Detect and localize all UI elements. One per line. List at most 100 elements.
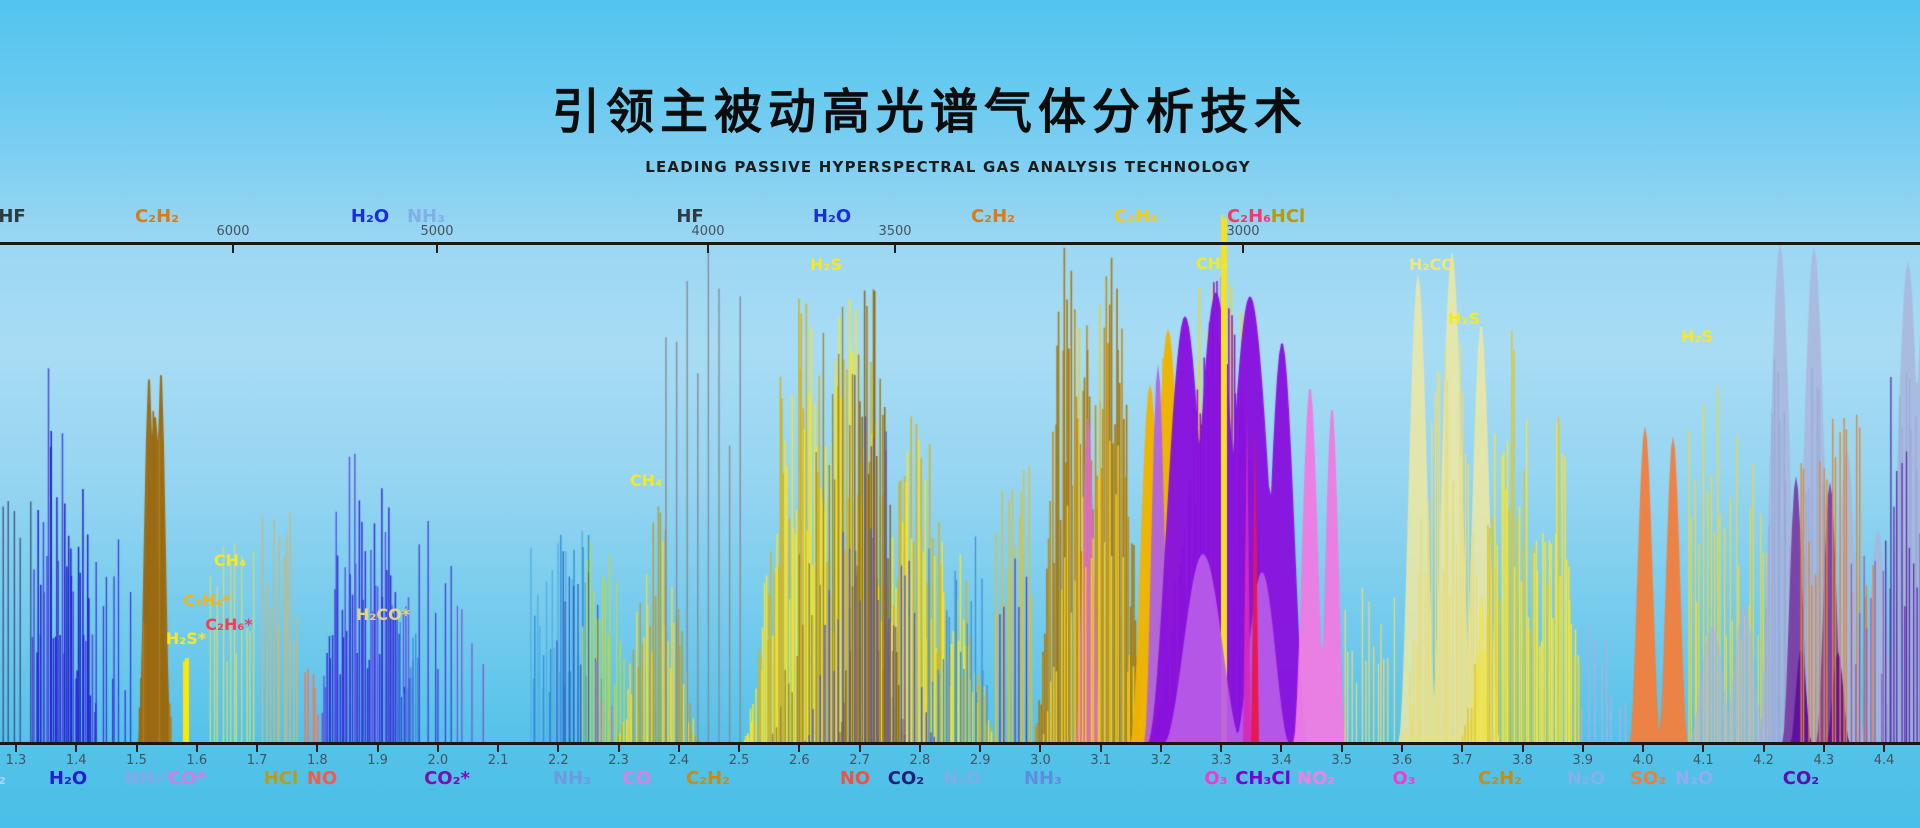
wavelength-tick xyxy=(557,745,560,752)
gas-label-bottom: CO xyxy=(622,768,652,789)
gas-label-bottom: NH₃* xyxy=(124,768,172,789)
gas-label-plot: H₂CO* xyxy=(355,605,411,624)
wavelength-tick-label: 2.6 xyxy=(789,753,810,768)
gas-label-top: C₂H₂ xyxy=(970,206,1016,227)
wavelength-tick-label: 4.3 xyxy=(1813,753,1835,768)
gas-label-bottom: O₃ xyxy=(1204,768,1228,789)
wavelength-tick xyxy=(1762,745,1765,752)
wavenumber-tick-label: 3500 xyxy=(878,224,912,239)
top-axis-line xyxy=(0,242,1920,245)
wavelength-tick xyxy=(1400,745,1403,752)
wavelength-tick-label: 1.9 xyxy=(367,753,388,768)
wavelength-tick xyxy=(1581,745,1584,752)
wavelength-tick-label: 3.2 xyxy=(1150,753,1172,768)
wavelength-tick-label: 2.7 xyxy=(849,753,870,768)
wavelength-tick-label: 1.6 xyxy=(186,753,208,768)
bottom-axis-line xyxy=(0,742,1920,745)
wavelength-tick-label: 3.7 xyxy=(1451,753,1473,768)
gas-label-bottom: NH₃ xyxy=(1023,768,1063,789)
wavenumber-tick xyxy=(436,245,438,253)
wavelength-tick xyxy=(1099,745,1102,752)
wavelength-tick xyxy=(1340,745,1343,752)
gas-label-top: HF xyxy=(676,206,704,227)
gas-label-plot: C₂H₄* xyxy=(183,591,231,610)
wavelength-tick xyxy=(918,745,921,752)
wavenumber-tick-label: 6000 xyxy=(216,224,250,239)
gas-label-bottom: NO xyxy=(839,768,871,789)
wavelength-tick-label: 3.3 xyxy=(1210,753,1232,768)
gas-label-top: C₂H₄ xyxy=(1113,206,1159,227)
gas-label-bottom: SO₂ xyxy=(1629,768,1667,789)
wavelength-tick xyxy=(1702,745,1705,752)
wavelength-tick-label: 2.2 xyxy=(547,753,569,768)
wavenumber-tick-label: 4000 xyxy=(691,224,725,239)
wavelength-tick-label: 2.5 xyxy=(728,753,750,768)
gas-label-bottom: CO₂* xyxy=(424,768,470,789)
wavelength-tick xyxy=(798,745,801,752)
gas-label-top: C₂H₆ xyxy=(1226,206,1272,227)
wavenumber-tick-label: 5000 xyxy=(420,224,454,239)
wavelength-tick-label: 3.6 xyxy=(1391,753,1413,768)
gas-label-bottom: CO* xyxy=(168,768,206,789)
gas-label-bottom: N₂O xyxy=(1566,768,1606,789)
wavelength-tick xyxy=(677,745,680,752)
wavelength-tick xyxy=(1159,745,1162,752)
gas-label-bottom: ₂ xyxy=(0,768,6,789)
wavelength-tick xyxy=(1280,745,1283,752)
gas-label-bottom: CH₃Cl xyxy=(1235,768,1291,789)
gas-label-bottom: C₂H₂ xyxy=(685,768,731,789)
wavelength-tick xyxy=(1521,745,1524,752)
wavelength-tick-label: 2.1 xyxy=(487,753,509,768)
gas-label-bottom: N₂O xyxy=(942,768,982,789)
wavelength-tick-label: 3.5 xyxy=(1331,753,1353,768)
gas-label-plot: H₂S xyxy=(1681,327,1713,346)
gas-label-plot: H₂S xyxy=(810,255,842,274)
wavelength-tick-label: 3.0 xyxy=(1030,753,1051,768)
gas-label-bottom: N₂O xyxy=(1674,768,1714,789)
wavelength-tick xyxy=(436,745,439,752)
wavelength-tick xyxy=(1220,745,1223,752)
gas-label-bottom: NO xyxy=(306,768,338,789)
gas-label-plot: CH₄ xyxy=(1195,254,1229,273)
wavelength-tick-label: 2.9 xyxy=(969,753,991,768)
gas-label-plot: H₂CO xyxy=(1409,255,1455,274)
gas-label-plot: H₂S* xyxy=(165,629,207,648)
wavelength-tick-label: 1.4 xyxy=(65,753,87,768)
wavelength-tick-label: 2.0 xyxy=(427,753,449,768)
wavelength-tick-label: 1.7 xyxy=(246,753,268,768)
gas-label-top: H₂O xyxy=(350,206,390,227)
wavelength-tick xyxy=(1039,745,1042,752)
gas-label-plot: CH₄ xyxy=(213,551,247,570)
wavelength-tick xyxy=(1642,745,1645,752)
wavelength-tick-label: 1.8 xyxy=(306,753,328,768)
wavelength-tick xyxy=(75,745,78,752)
wavelength-tick xyxy=(1461,745,1464,752)
gas-label-bottom: H₂O xyxy=(48,768,88,789)
wavelength-tick xyxy=(617,745,620,752)
gas-label-plot: C₂H₆* xyxy=(205,615,253,634)
wavelength-tick xyxy=(979,745,982,752)
wavelength-tick-label: 3.4 xyxy=(1271,753,1292,768)
gas-label-top: H₂O xyxy=(812,206,852,227)
wavelength-tick-label: 3.8 xyxy=(1512,753,1533,768)
wavelength-tick-label: 4.2 xyxy=(1753,753,1774,768)
wavelength-tick xyxy=(316,745,319,752)
gas-label-bottom: CO₂ xyxy=(1782,768,1820,789)
gas-label-bottom: C₂H₂ xyxy=(1477,768,1523,789)
wavelength-tick-label: 3.9 xyxy=(1572,753,1594,768)
wavelength-tick-label: 1.5 xyxy=(126,753,147,768)
gas-label-plot: H₂S xyxy=(1448,309,1480,328)
wavenumber-tick xyxy=(707,245,709,253)
wavelength-tick xyxy=(195,745,198,752)
page-title: 引领主被动高光谱气体分析技术 xyxy=(551,84,1309,140)
wavelength-tick xyxy=(376,745,379,752)
wavelength-tick xyxy=(1883,745,1886,752)
wavelength-tick xyxy=(858,745,861,752)
gas-label-top: HCl xyxy=(1270,206,1306,227)
wavelength-tick-label: 2.4 xyxy=(668,753,690,768)
gas-label-top: C₂H₂ xyxy=(134,206,180,227)
wavelength-tick-label: 4.4 xyxy=(1873,753,1895,768)
wavelength-tick xyxy=(1822,745,1825,752)
